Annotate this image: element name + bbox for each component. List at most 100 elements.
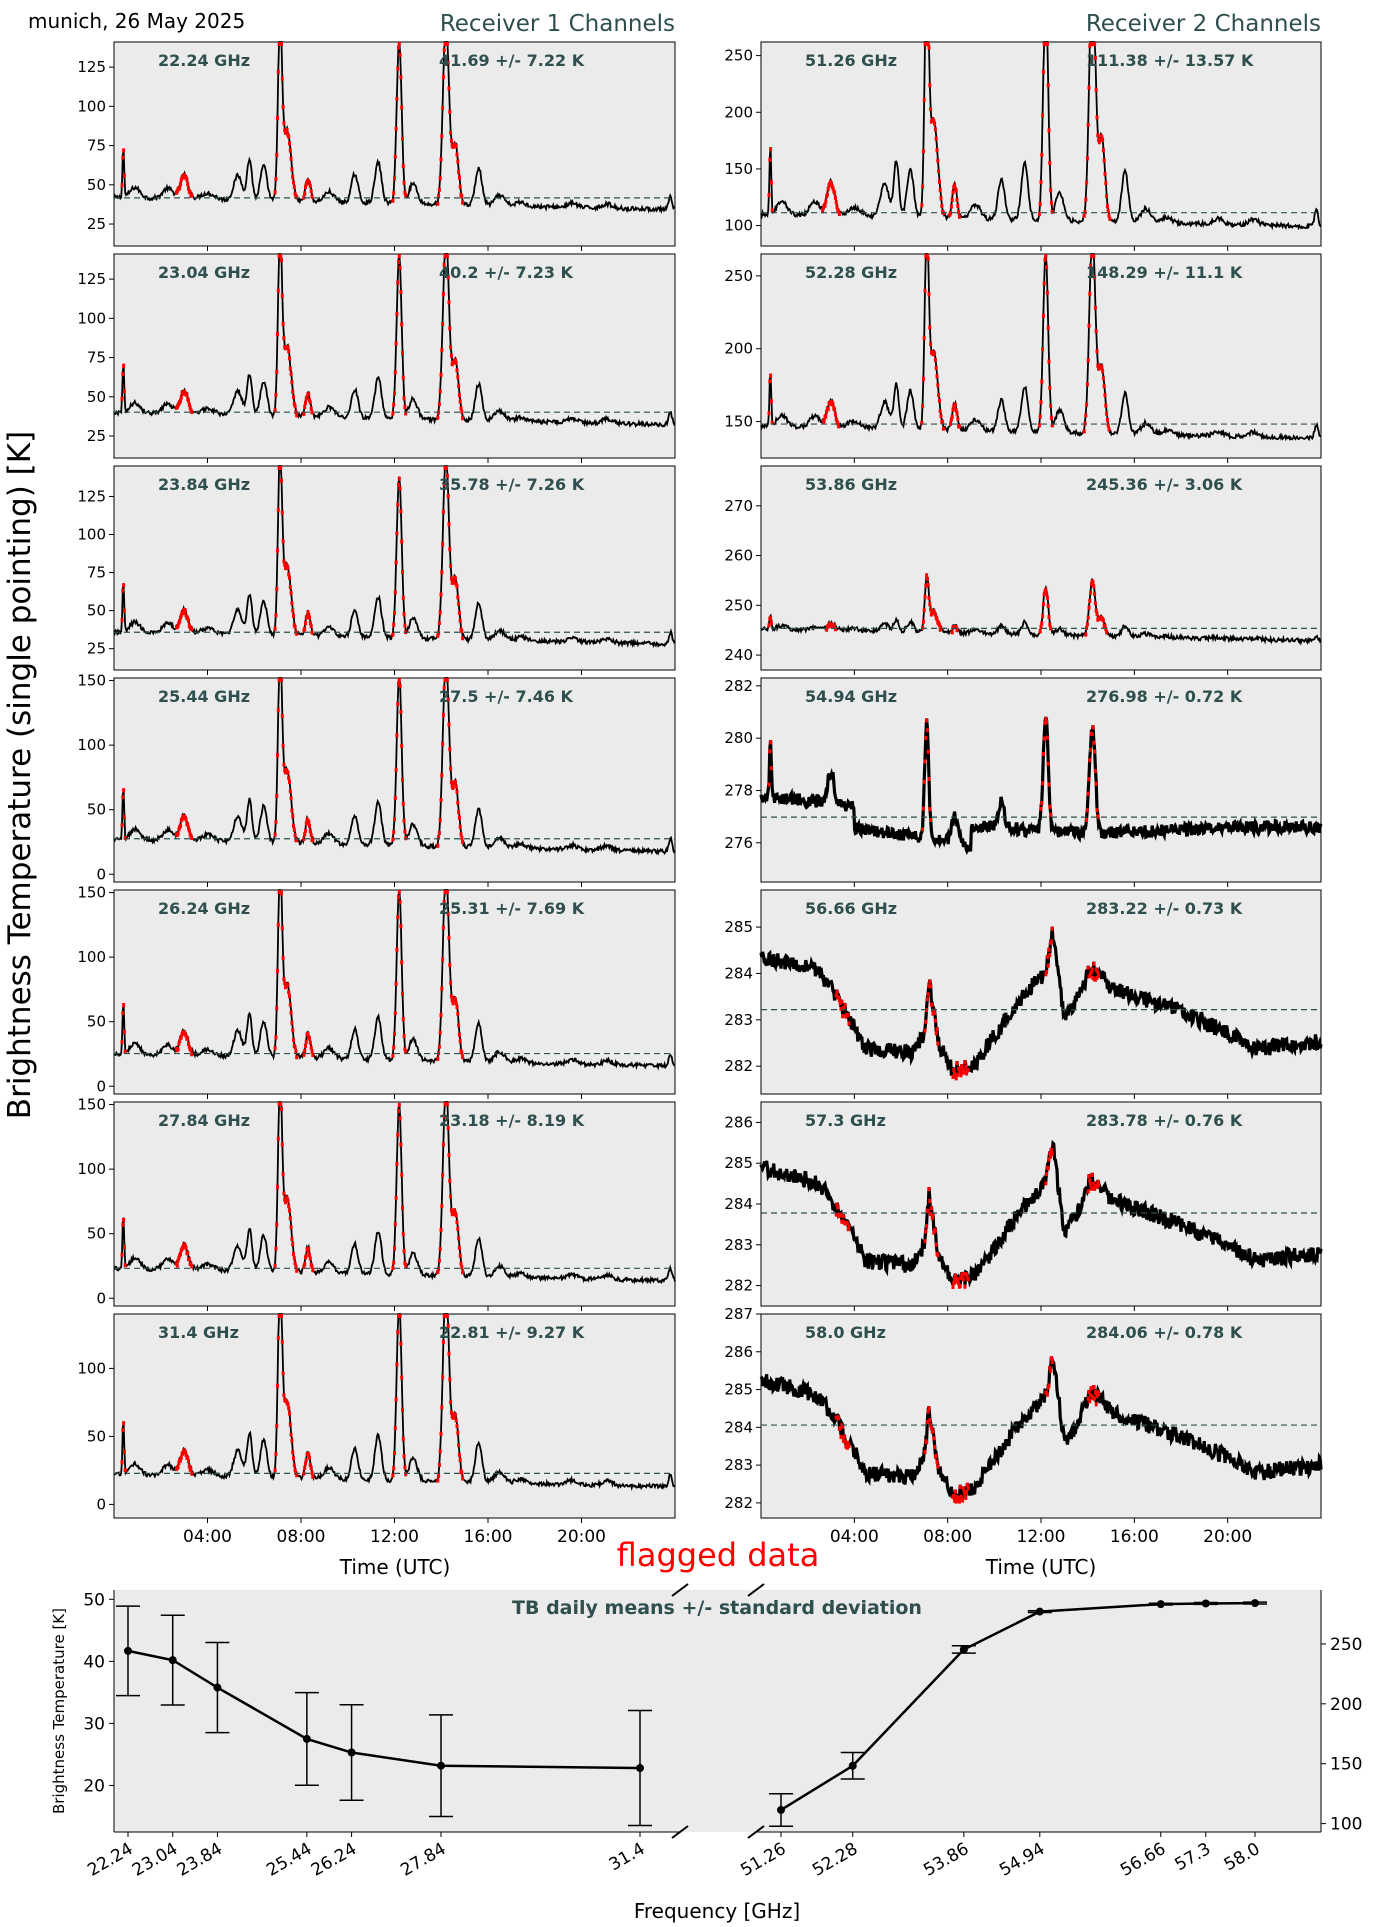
flagged-trace — [120, 678, 465, 848]
receiver1-mean-point — [347, 1748, 356, 1757]
frequency-tick-label: 54.94 — [996, 1839, 1048, 1881]
channel-stat-label: 245.36 +/- 3.06 K — [1086, 475, 1243, 494]
panel-2-3: 240 250 260 270 53.86 GHz 245.36 +/- 3.06 K — [724, 465, 1322, 675]
frequency-tick-label: 26.24 — [308, 1839, 360, 1881]
y-tick-label: 50 — [87, 801, 106, 819]
y-tick-label: 284 — [724, 1195, 753, 1213]
channel-frequency-label: 26.24 GHz — [158, 899, 250, 918]
y-tick-label: 286 — [724, 1113, 753, 1131]
channel-stat-label: 148.29 +/- 11.1 K — [1086, 263, 1243, 282]
channel-stat-label: 27.5 +/- 7.46 K — [439, 687, 574, 706]
channel-stat-label: 35.78 +/- 7.26 K — [439, 475, 585, 494]
receiver2-mean-point — [1201, 1599, 1210, 1608]
receiver1-title: Receiver 1 Channels — [440, 11, 675, 37]
panel-background — [113, 465, 676, 671]
panel-1-2: 25 50 75 100 125 23.04 GHz 40.2 +/- 7.23 K — [77, 253, 676, 463]
axis-break-mark — [671, 1583, 689, 1597]
channel-stat-label: 22.81 +/- 9.27 K — [439, 1323, 585, 1342]
y-tick-label: 100 — [77, 97, 106, 115]
series-trace — [759, 1356, 1323, 1503]
x-tick-label: 12:00 — [370, 1527, 419, 1547]
panel-background — [760, 1101, 1322, 1307]
frequency-tick-label: 23.04 — [129, 1839, 181, 1881]
flagged-data-legend: flagged data — [617, 1536, 820, 1574]
y-tick-label: 250 — [724, 596, 753, 614]
y-tick-label: 282 — [724, 677, 753, 695]
flagged-trace — [767, 717, 1100, 832]
panel-2-2: 150 200 250 52.28 GHz 148.29 +/- 11.1 K — [724, 253, 1322, 463]
channel-stat-label: 283.78 +/- 0.76 K — [1086, 1111, 1243, 1130]
y-tick-label: 125 — [77, 487, 106, 505]
y-tick-label: 100 — [77, 1160, 106, 1178]
panel-1-4: 0 50 100 150 25.44 GHz 27.5 +/- 7.46 K — [77, 672, 676, 887]
flagged-trace — [120, 42, 465, 206]
axis-break-mark — [747, 1825, 765, 1839]
y-tick-label: 260 — [724, 547, 753, 565]
right-y-tick-label: 150 — [1330, 1755, 1362, 1775]
channel-frequency-label: 56.66 GHz — [805, 899, 897, 918]
y-tick-label: 150 — [724, 413, 753, 431]
y-tick-label: 25 — [87, 215, 106, 233]
frequency-tick-label: 56.66 — [1117, 1839, 1169, 1881]
channel-frequency-label: 52.28 GHz — [805, 263, 897, 282]
panel-background — [760, 41, 1322, 247]
panel-1-5: 0 50 100 150 26.24 GHz 25.31 +/- 7.69 K — [77, 884, 676, 1099]
y-tick-label: 286 — [724, 1343, 753, 1361]
frequency-tick-label: 58.0 — [1221, 1839, 1264, 1875]
y-tick-label: 50 — [87, 388, 106, 406]
channel-frequency-label: 23.04 GHz — [158, 263, 250, 282]
x-axis-label-receiver1: Time (UTC) — [339, 1555, 451, 1579]
panel-background — [760, 465, 1322, 671]
x-tick-label: 16:00 — [464, 1527, 513, 1547]
x-tick-label: 04:00 — [830, 1527, 879, 1547]
channel-frequency-label: 25.44 GHz — [158, 687, 250, 706]
receiver1-mean-point — [302, 1734, 311, 1743]
y-tick-label: 100 — [77, 526, 106, 544]
y-tick-label: 75 — [87, 349, 106, 367]
panel-background — [113, 253, 676, 459]
panel-2-7: 282 283 284 285 286 287 58.0 GHz 284.06 +/- 0.7… — [724, 1305, 1323, 1523]
frequency-axis-label: Frequency [GHz] — [634, 1899, 800, 1923]
right-y-tick-label: 100 — [1330, 1815, 1362, 1835]
receiver2-mean-point — [1156, 1600, 1165, 1609]
left-y-tick-label: 30 — [83, 1714, 105, 1734]
y-tick-label: 282 — [724, 1494, 753, 1512]
frequency-tick-label: 22.24 — [84, 1839, 136, 1881]
y-tick-label: 125 — [77, 58, 106, 76]
y-tick-label: 285 — [724, 1154, 753, 1172]
frequency-tick-label: 53.86 — [920, 1839, 972, 1881]
receiver2-mean-point — [777, 1805, 785, 1814]
y-tick-label: 283 — [724, 1236, 753, 1254]
flagged-trace — [767, 254, 1111, 434]
y-tick-label: 100 — [77, 1359, 106, 1377]
channel-frequency-label: 58.0 GHz — [805, 1323, 886, 1342]
channel-frequency-label: 54.94 GHz — [805, 687, 897, 706]
y-tick-label: 50 — [87, 602, 106, 620]
summary-title: TB daily means +/- standard deviation — [512, 1597, 922, 1619]
y-tick-label: 282 — [724, 1057, 753, 1075]
x-tick-label: 16:00 — [1110, 1527, 1159, 1547]
x-tick-label: 08:00 — [923, 1527, 972, 1547]
y-tick-label: 0 — [96, 1289, 106, 1307]
frequency-tick-label: 51.26 — [737, 1839, 789, 1881]
right-y-tick-label: 250 — [1330, 1635, 1362, 1655]
y-tick-label: 276 — [724, 834, 753, 852]
y-tick-label: 150 — [77, 1096, 106, 1114]
y-tick-label: 280 — [724, 729, 753, 747]
receiver2-title: Receiver 2 Channels — [1086, 11, 1321, 37]
flagged-trace — [120, 466, 465, 641]
receiver1-mean-point — [213, 1683, 222, 1692]
y-tick-label: 240 — [724, 646, 753, 664]
y-tick-label: 100 — [77, 309, 106, 327]
summary-y-axis-label: Brightness Temperature [K] — [50, 1608, 68, 1814]
flagged-trace — [767, 42, 1112, 221]
channel-frequency-label: 23.84 GHz — [158, 475, 250, 494]
y-tick-label: 75 — [87, 564, 106, 582]
y-tick-label: 100 — [77, 948, 106, 966]
panel-background — [113, 41, 676, 247]
left-y-tick-label: 40 — [83, 1652, 105, 1672]
y-tick-label: 285 — [724, 918, 753, 936]
panel-background — [113, 677, 676, 883]
